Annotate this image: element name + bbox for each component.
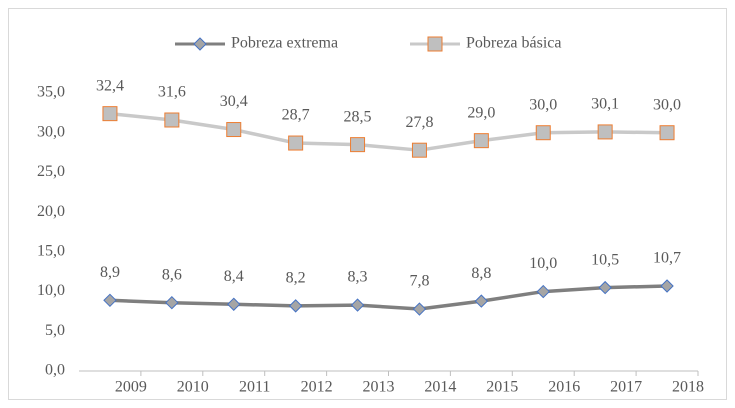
marker bbox=[226, 122, 242, 138]
x-tick-label: 2009 bbox=[115, 379, 147, 396]
marker bbox=[193, 37, 207, 51]
marker bbox=[411, 142, 427, 158]
data-label: 30,0 bbox=[529, 96, 557, 113]
marker bbox=[350, 298, 365, 312]
data-label: 7,8 bbox=[409, 273, 429, 290]
data-label: 30,4 bbox=[220, 93, 248, 110]
marker bbox=[102, 106, 118, 122]
chart-frame bbox=[8, 8, 727, 400]
data-label: 29,0 bbox=[467, 104, 495, 121]
x-tick-label: 2014 bbox=[424, 379, 456, 396]
data-label: 10,7 bbox=[653, 250, 681, 267]
marker bbox=[535, 125, 551, 141]
marker bbox=[164, 112, 180, 128]
marker bbox=[412, 302, 427, 316]
y-tick-label: 15,0 bbox=[37, 243, 65, 260]
marker bbox=[165, 295, 179, 310]
x-tick-label: 2015 bbox=[486, 379, 518, 396]
y-tick-label: 10,0 bbox=[37, 282, 65, 299]
data-label: 8,3 bbox=[348, 269, 368, 286]
data-label: 8,9 bbox=[100, 264, 120, 281]
data-label: 8,2 bbox=[286, 270, 306, 287]
data-label: 28,5 bbox=[344, 108, 372, 125]
y-tick-label: 35,0 bbox=[37, 84, 65, 101]
x-tick-label: 2016 bbox=[548, 379, 580, 396]
y-tick-label: 5,0 bbox=[45, 322, 65, 339]
marker bbox=[350, 137, 366, 153]
y-tick-label: 0,0 bbox=[45, 362, 65, 379]
series-line bbox=[109, 284, 668, 311]
marker bbox=[659, 125, 675, 141]
legend-label: Pobreza extrema bbox=[231, 35, 338, 52]
x-tick-label: 2017 bbox=[610, 379, 642, 396]
data-label: 31,6 bbox=[158, 84, 186, 101]
legend-label: Pobreza básica bbox=[466, 35, 562, 52]
marker bbox=[473, 133, 489, 149]
y-tick-label: 30,0 bbox=[37, 123, 65, 140]
data-label: 8,4 bbox=[224, 268, 244, 285]
x-tick-label: 2013 bbox=[363, 379, 395, 396]
marker bbox=[288, 299, 303, 313]
data-label: 30,0 bbox=[653, 96, 681, 113]
data-label: 10,0 bbox=[529, 255, 557, 272]
x-tick-label: 2012 bbox=[301, 379, 333, 396]
data-label: 8,8 bbox=[471, 265, 491, 282]
marker bbox=[227, 297, 241, 311]
x-tick-label: 2010 bbox=[177, 379, 209, 396]
series-line bbox=[109, 111, 668, 152]
data-label: 28,7 bbox=[282, 107, 310, 124]
data-label: 27,8 bbox=[405, 114, 433, 131]
data-label: 10,5 bbox=[591, 251, 619, 268]
marker bbox=[660, 279, 674, 293]
x-tick-label: 2011 bbox=[239, 379, 270, 396]
marker bbox=[536, 284, 550, 299]
marker bbox=[597, 124, 613, 140]
marker bbox=[474, 294, 489, 308]
marker bbox=[288, 135, 304, 151]
x-tick-label: 2018 bbox=[672, 379, 704, 396]
y-tick-label: 25,0 bbox=[37, 163, 65, 180]
marker bbox=[598, 280, 612, 295]
marker bbox=[427, 36, 443, 52]
data-label: 32,4 bbox=[96, 77, 124, 94]
data-label: 30,1 bbox=[591, 96, 619, 113]
y-tick-label: 20,0 bbox=[37, 203, 65, 220]
data-label: 8,6 bbox=[162, 266, 182, 283]
marker bbox=[103, 293, 117, 308]
